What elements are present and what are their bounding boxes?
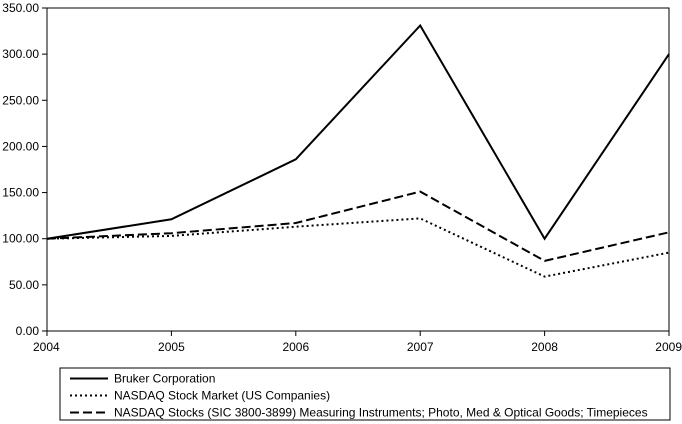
legend-label-sic: NASDAQ Stocks (SIC 3800-3899) Measuring … <box>114 406 648 420</box>
legend-label-bruker: Bruker Corporation <box>114 372 215 386</box>
series-line-nasdaq <box>46 217 670 278</box>
y-tick-label: 0.00 <box>16 324 40 338</box>
legend-label-nasdaq: NASDAQ Stock Market (US Companies) <box>114 389 330 403</box>
y-tick-label: 300.00 <box>2 47 39 61</box>
legend: Bruker Corporation NASDAQ Stock Market (… <box>59 367 671 421</box>
plot-area <box>46 7 670 332</box>
x-tick-label: 2004 <box>33 340 60 354</box>
series-line-bruker <box>46 23 670 241</box>
x-tick-label: 2007 <box>407 340 434 354</box>
series-line-sic <box>46 190 670 262</box>
y-tick-label: 200.00 <box>2 139 39 153</box>
x-tick-label: 2008 <box>531 340 558 354</box>
y-tick-label: 250.00 <box>2 93 39 107</box>
y-tick-label: 50.00 <box>9 278 39 292</box>
series-lines <box>46 23 670 278</box>
y-tick-label: 350.00 <box>2 1 39 15</box>
y-tick-label: 150.00 <box>2 186 39 200</box>
y-axis: 0.00 50.00 100.00 150.00 200.00 250.00 300.00 3… <box>2 1 47 338</box>
legend-box <box>59 367 671 421</box>
x-tick-label: 2009 <box>655 340 682 354</box>
y-tick-label: 100.00 <box>2 232 39 246</box>
x-tick-label: 2006 <box>282 340 309 354</box>
x-axis: 2004 2005 2006 2007 2008 2009 <box>33 331 682 354</box>
x-tick-label: 2005 <box>158 340 185 354</box>
